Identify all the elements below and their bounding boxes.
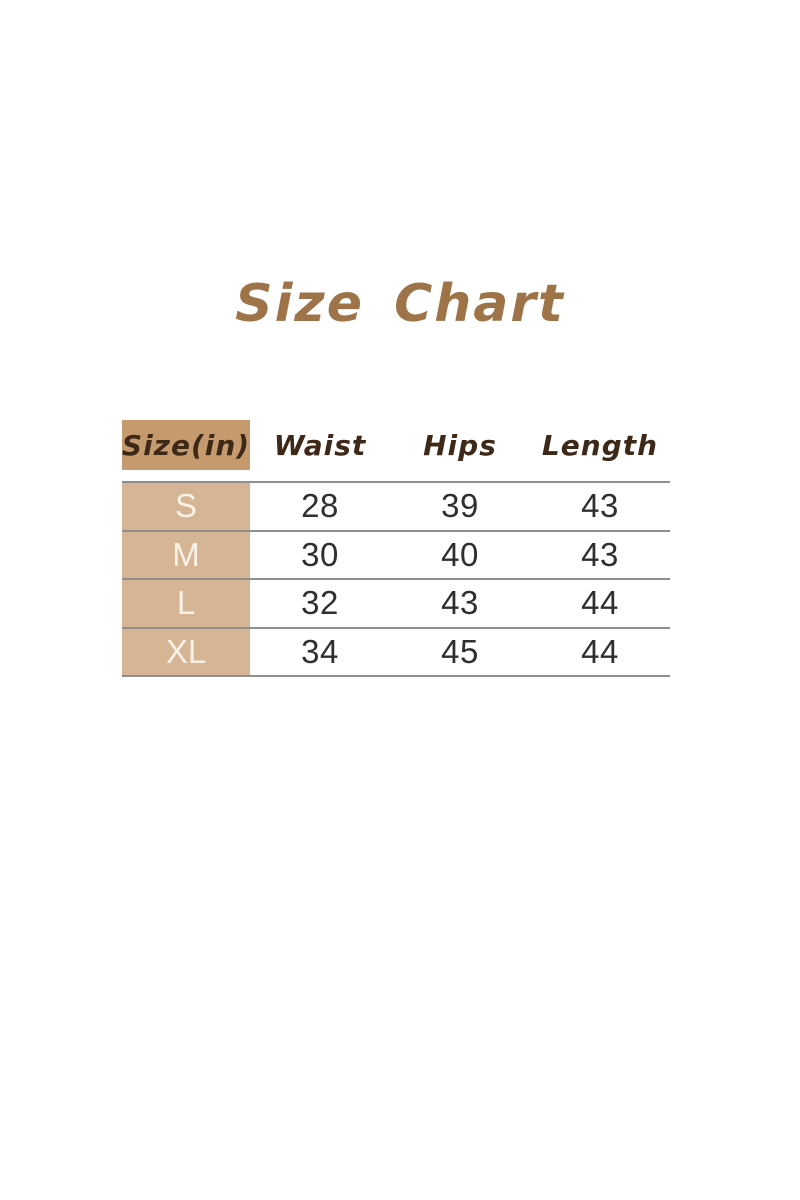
size-chart-table: Size(in) Waist Hips Length S 28 39 43 M … [122, 420, 670, 677]
row-label-m: M [122, 531, 250, 578]
table-header-row: Size(in) Waist Hips Length [122, 420, 670, 470]
hips-value-xl: 45 [441, 632, 479, 670]
waist-value-s: 28 [301, 487, 339, 525]
page-title: Size Chart [235, 274, 565, 334]
column-header-waist: Waist [273, 428, 367, 462]
hips-value-l: 43 [441, 584, 479, 622]
column-header-length: Length [541, 428, 659, 462]
length-value-xl: 44 [581, 632, 619, 670]
table-row-l: L 32 43 44 [122, 578, 670, 627]
row-label-s: S [122, 483, 250, 530]
row-label-l: L [122, 580, 250, 627]
column-header-size: Size(in) [122, 420, 250, 470]
hips-value-m: 40 [441, 535, 479, 573]
row-label-xl: XL [122, 628, 250, 675]
length-value-m: 43 [581, 535, 619, 573]
column-header-hips: Hips [423, 428, 497, 462]
hips-value-s: 39 [441, 487, 479, 525]
table-row-xl: XL 34 45 44 [122, 626, 670, 675]
length-value-l: 44 [581, 584, 619, 622]
table-body: S 28 39 43 M 30 40 43 L 32 43 44 XL 34 4… [122, 481, 670, 677]
waist-value-xl: 34 [301, 632, 339, 670]
waist-value-l: 32 [301, 584, 339, 622]
waist-value-m: 30 [301, 535, 339, 573]
table-row-s: S 28 39 43 [122, 481, 670, 530]
table-row-m: M 30 40 43 [122, 529, 670, 578]
length-value-s: 43 [581, 487, 619, 525]
